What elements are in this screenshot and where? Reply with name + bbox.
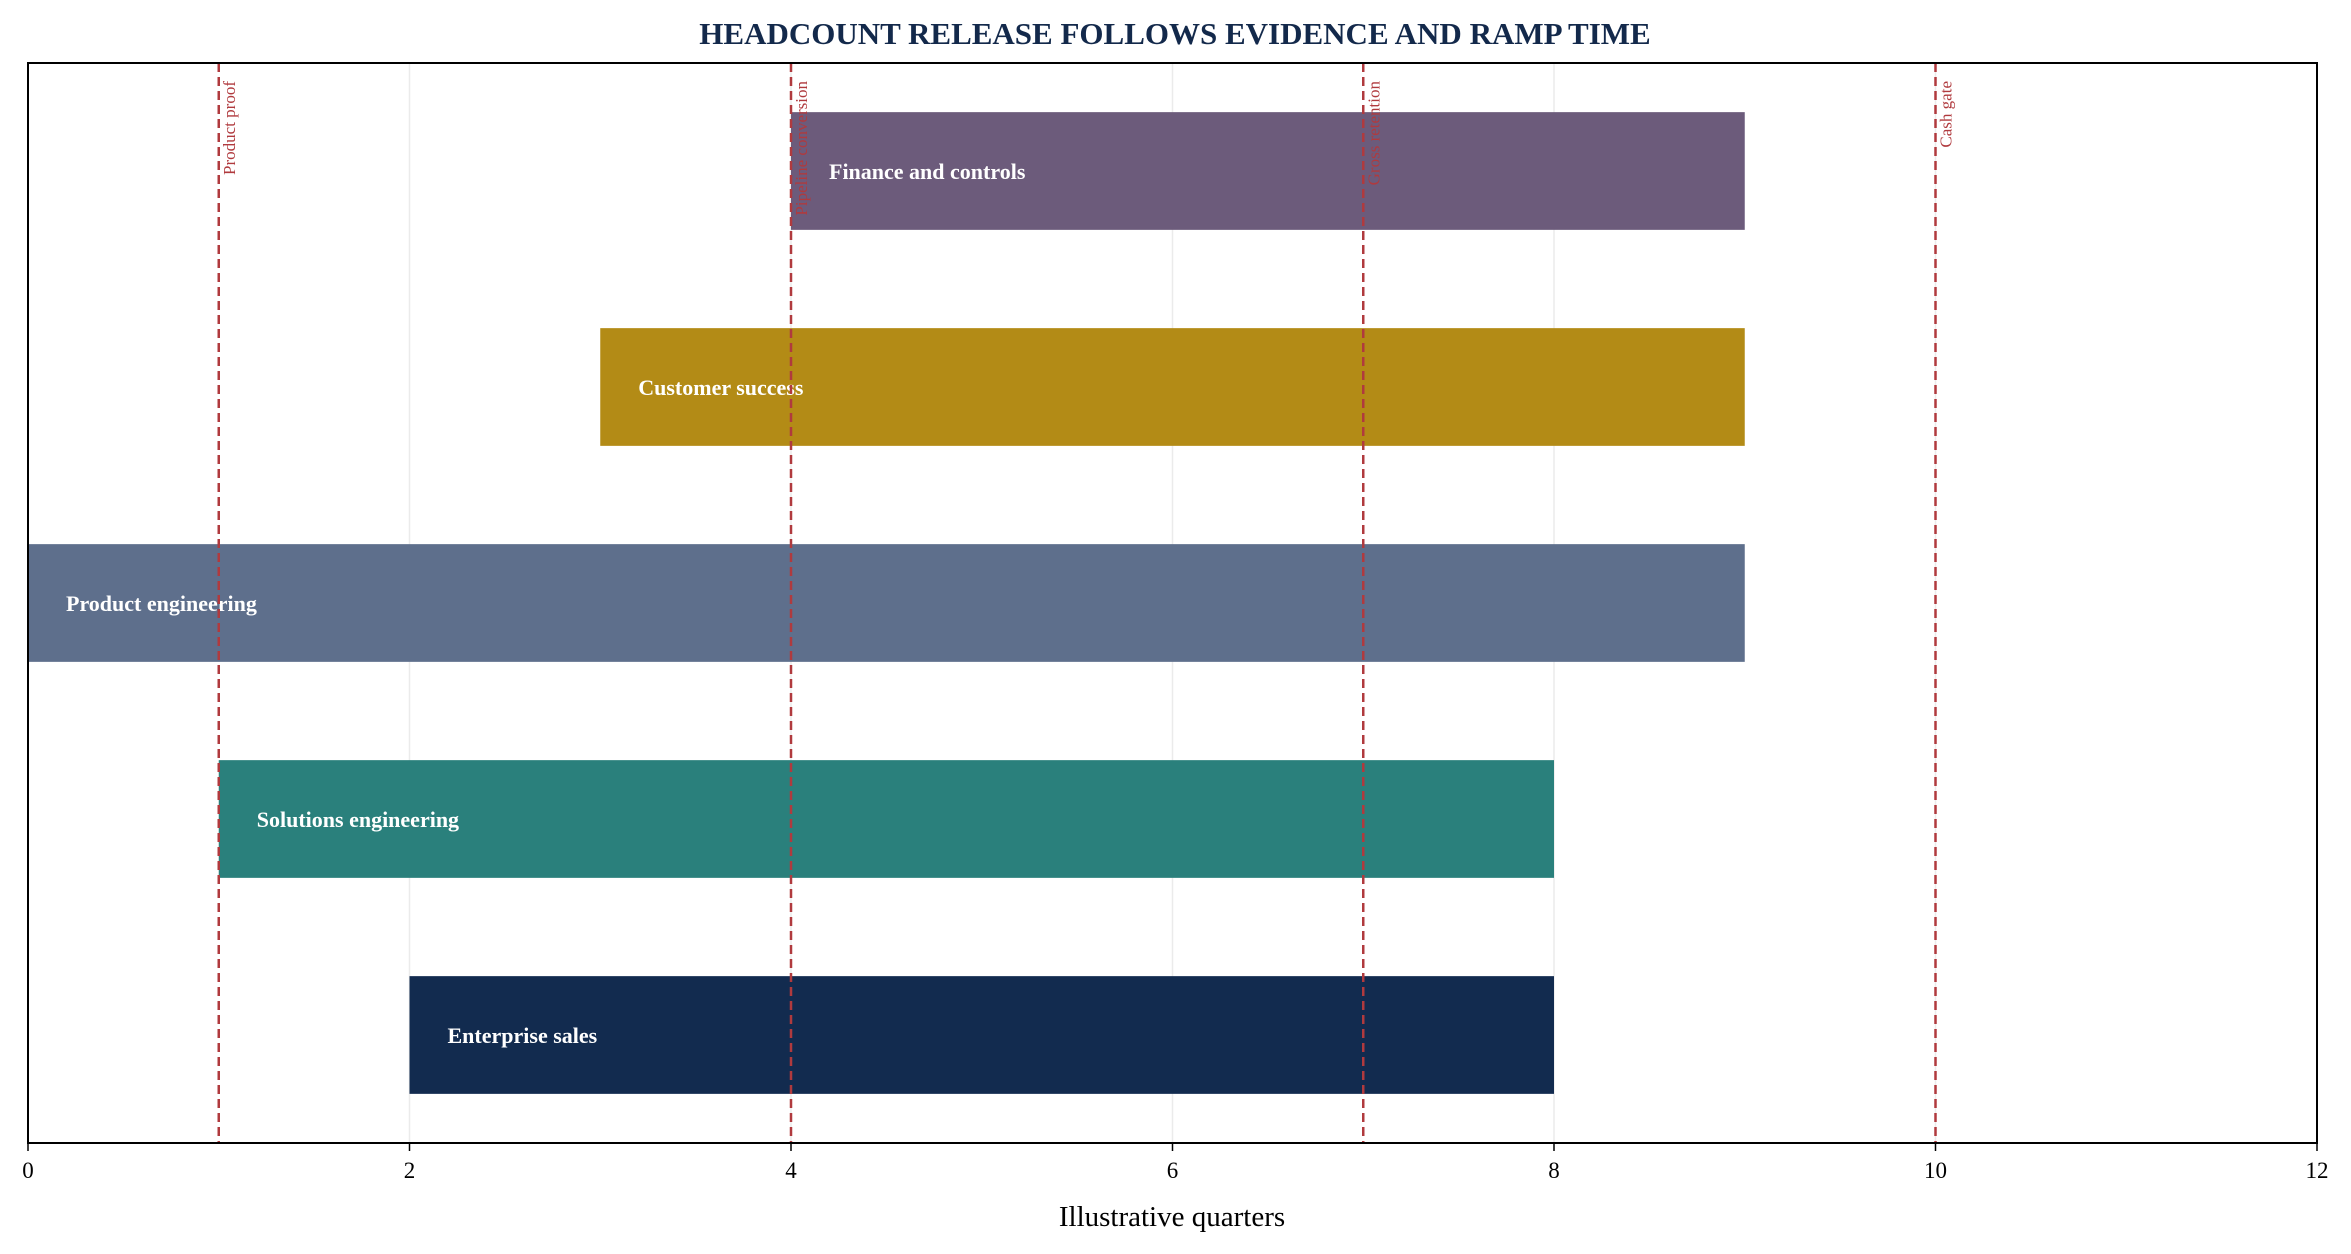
bar-label-4: Enterprise sales: [448, 1023, 598, 1048]
bar-3: [218, 760, 1554, 878]
bar-label-0: Finance and controls: [829, 159, 1026, 184]
x-axis-label: Illustrative quarters: [1059, 1201, 1285, 1233]
bar-label-1: Customer success: [638, 375, 804, 400]
x-tick-label-6: 12: [2306, 1158, 2329, 1183]
milestone-label-3: Cash gate: [1937, 81, 1956, 148]
x-axis-ticks: 0 2 4 6 8 10 12: [22, 1143, 2329, 1183]
bars: Finance and controls Customer success Prod…: [28, 112, 1745, 1094]
milestone-label-0: Product proof: [220, 81, 239, 175]
chart-title: HEADCOUNT RELEASE FOLLOWS EVIDENCE AND R…: [699, 16, 1650, 51]
x-tick-label-1: 2: [404, 1158, 416, 1183]
milestones: Product proof Pipeline conversion Gross re…: [217, 63, 1956, 1143]
x-tick-label-0: 0: [22, 1158, 34, 1183]
milestone-label-1: Pipeline conversion: [792, 81, 811, 216]
milestone-label-2: Gross retention: [1364, 81, 1383, 186]
x-tick-label-3: 6: [1167, 1158, 1179, 1183]
x-tick-label-2: 4: [785, 1158, 797, 1183]
x-tick-label-5: 10: [1924, 1158, 1947, 1183]
bar-0: [791, 112, 1745, 230]
x-tick-label-4: 8: [1548, 1158, 1560, 1183]
bar-2: [28, 544, 1745, 662]
bar-label-3: Solutions engineering: [257, 807, 459, 832]
bar-label-2: Product engineering: [66, 591, 257, 616]
